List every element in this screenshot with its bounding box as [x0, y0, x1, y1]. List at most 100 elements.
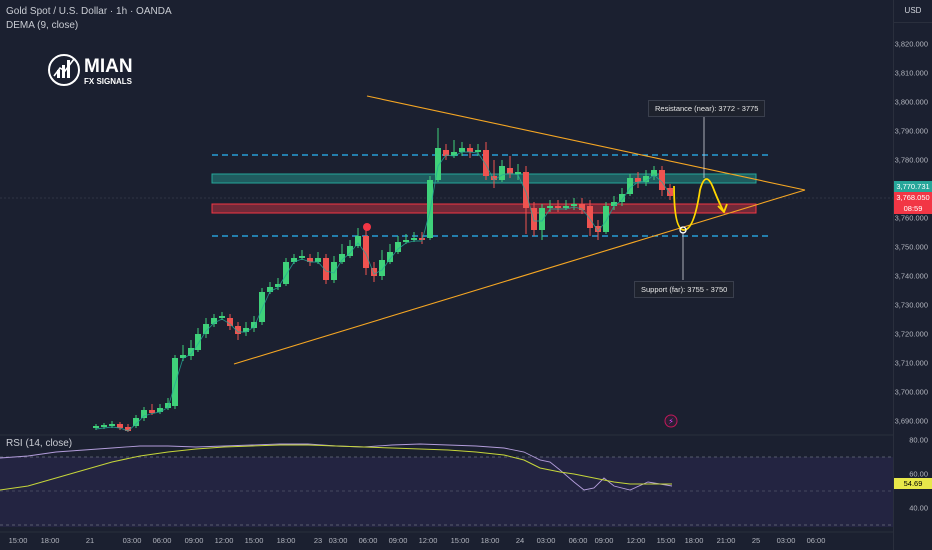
candle [651, 170, 657, 176]
candle [243, 328, 249, 332]
time-tick-label: 18:00 [40, 536, 60, 545]
candle [563, 206, 569, 208]
candle [211, 318, 217, 324]
candle [403, 240, 409, 242]
price-tick-label: 3,780.000 [894, 155, 928, 165]
candle [523, 172, 529, 208]
currency-button[interactable]: USD [894, 0, 932, 23]
last-price-badge: 3,770.731 [894, 181, 932, 192]
price-tick-label: 3,800.000 [894, 97, 928, 107]
time-tick-label: 06:00 [152, 536, 172, 545]
candle [659, 170, 665, 190]
price-tick-label: 3,740.000 [894, 271, 928, 281]
candle [491, 176, 497, 180]
symbol-title: Gold Spot / U.S. Dollar · 1h · OANDA [6, 6, 172, 17]
candle [483, 150, 489, 176]
candle [451, 152, 457, 156]
candle [203, 324, 209, 334]
candle [339, 254, 345, 262]
candle [109, 424, 115, 426]
candle [627, 178, 633, 194]
time-tick-label: 18:00 [276, 536, 296, 545]
candle [611, 202, 617, 206]
candle [603, 206, 609, 232]
event-lightning-icon[interactable] [664, 414, 678, 428]
candle [149, 410, 155, 413]
time-tick-label: 15:00 [8, 536, 28, 545]
candle [555, 206, 561, 208]
candle [180, 355, 186, 358]
support-annotation[interactable]: Support (far): 3755 - 3750 [634, 281, 735, 298]
close-price-badge: 3,768.050 [894, 192, 932, 203]
support-touch-marker [679, 226, 687, 234]
candle [125, 427, 131, 431]
candles [93, 128, 673, 432]
candle [643, 176, 649, 182]
rsi-label[interactable]: RSI (14, close) [6, 438, 73, 449]
time-tick-label: 15:00 [244, 536, 264, 545]
candle [283, 262, 289, 284]
time-tick-label: 12:00 [418, 536, 438, 545]
candle [275, 284, 281, 287]
price-tick-label: 3,710.000 [894, 358, 928, 368]
candle [667, 188, 673, 196]
candle [195, 334, 201, 350]
candle [435, 148, 441, 180]
rsi-ma-line [0, 444, 672, 491]
candle [547, 206, 553, 208]
rsi-tick-label: 60.00 [909, 469, 928, 479]
price-tick-label: 3,690.000 [894, 416, 928, 426]
candle [531, 208, 537, 230]
projection-arrowhead [717, 203, 728, 214]
candle [443, 150, 449, 156]
rsi-tick-label: 80.00 [909, 435, 928, 445]
candle [267, 287, 273, 292]
candle [101, 425, 107, 427]
time-tick-label: 15:00 [450, 536, 470, 545]
time-tick-label: 15:00 [656, 536, 676, 545]
time-tick-label: 03:00 [122, 536, 142, 545]
time-tick-label: 18:00 [684, 536, 704, 545]
price-chart[interactable]: ⚡ [0, 0, 893, 550]
svg-text:⚡: ⚡ [668, 417, 674, 426]
time-tick-label: 06:00 [806, 536, 826, 545]
time-tick-label: 09:00 [184, 536, 204, 545]
price-tick-label: 3,700.000 [894, 387, 928, 397]
candle [93, 426, 99, 428]
time-tick-label: 03:00 [536, 536, 556, 545]
price-tick-label: 3,820.000 [894, 39, 928, 49]
candle [141, 410, 147, 418]
time-tick-label: 21 [85, 536, 95, 545]
rsi-line [0, 443, 673, 491]
candle [459, 148, 465, 152]
candle [387, 252, 393, 262]
projection-path [673, 178, 725, 231]
price-tick-label: 3,730.000 [894, 300, 928, 310]
candle [323, 258, 329, 280]
rsi-band [0, 457, 893, 527]
time-tick-label: 24 [515, 536, 525, 545]
indicator-label[interactable]: DEMA (9, close) [6, 20, 79, 31]
time-tick-label: 06:00 [568, 536, 588, 545]
rsi-tick-label: 40.00 [909, 503, 928, 513]
candle [499, 166, 505, 180]
support-zone-red [211, 203, 757, 214]
candle [165, 403, 171, 408]
resistance-annotation[interactable]: Resistance (near): 3772 - 3775 [648, 100, 766, 117]
candle [331, 262, 337, 280]
candle [515, 172, 521, 174]
candle [475, 150, 481, 152]
candle [133, 418, 139, 426]
candle [379, 260, 385, 276]
candle [507, 168, 513, 174]
price-axis[interactable] [893, 0, 932, 550]
lower-trendline [233, 189, 806, 365]
time-tick-label: 03:00 [328, 536, 348, 545]
rsi-value-badge: 54.69 [894, 478, 932, 489]
candle [411, 238, 417, 240]
time-tick-label: 18:00 [480, 536, 500, 545]
candle [587, 206, 593, 228]
time-tick-label: 09:00 [388, 536, 408, 545]
candle [157, 408, 163, 412]
